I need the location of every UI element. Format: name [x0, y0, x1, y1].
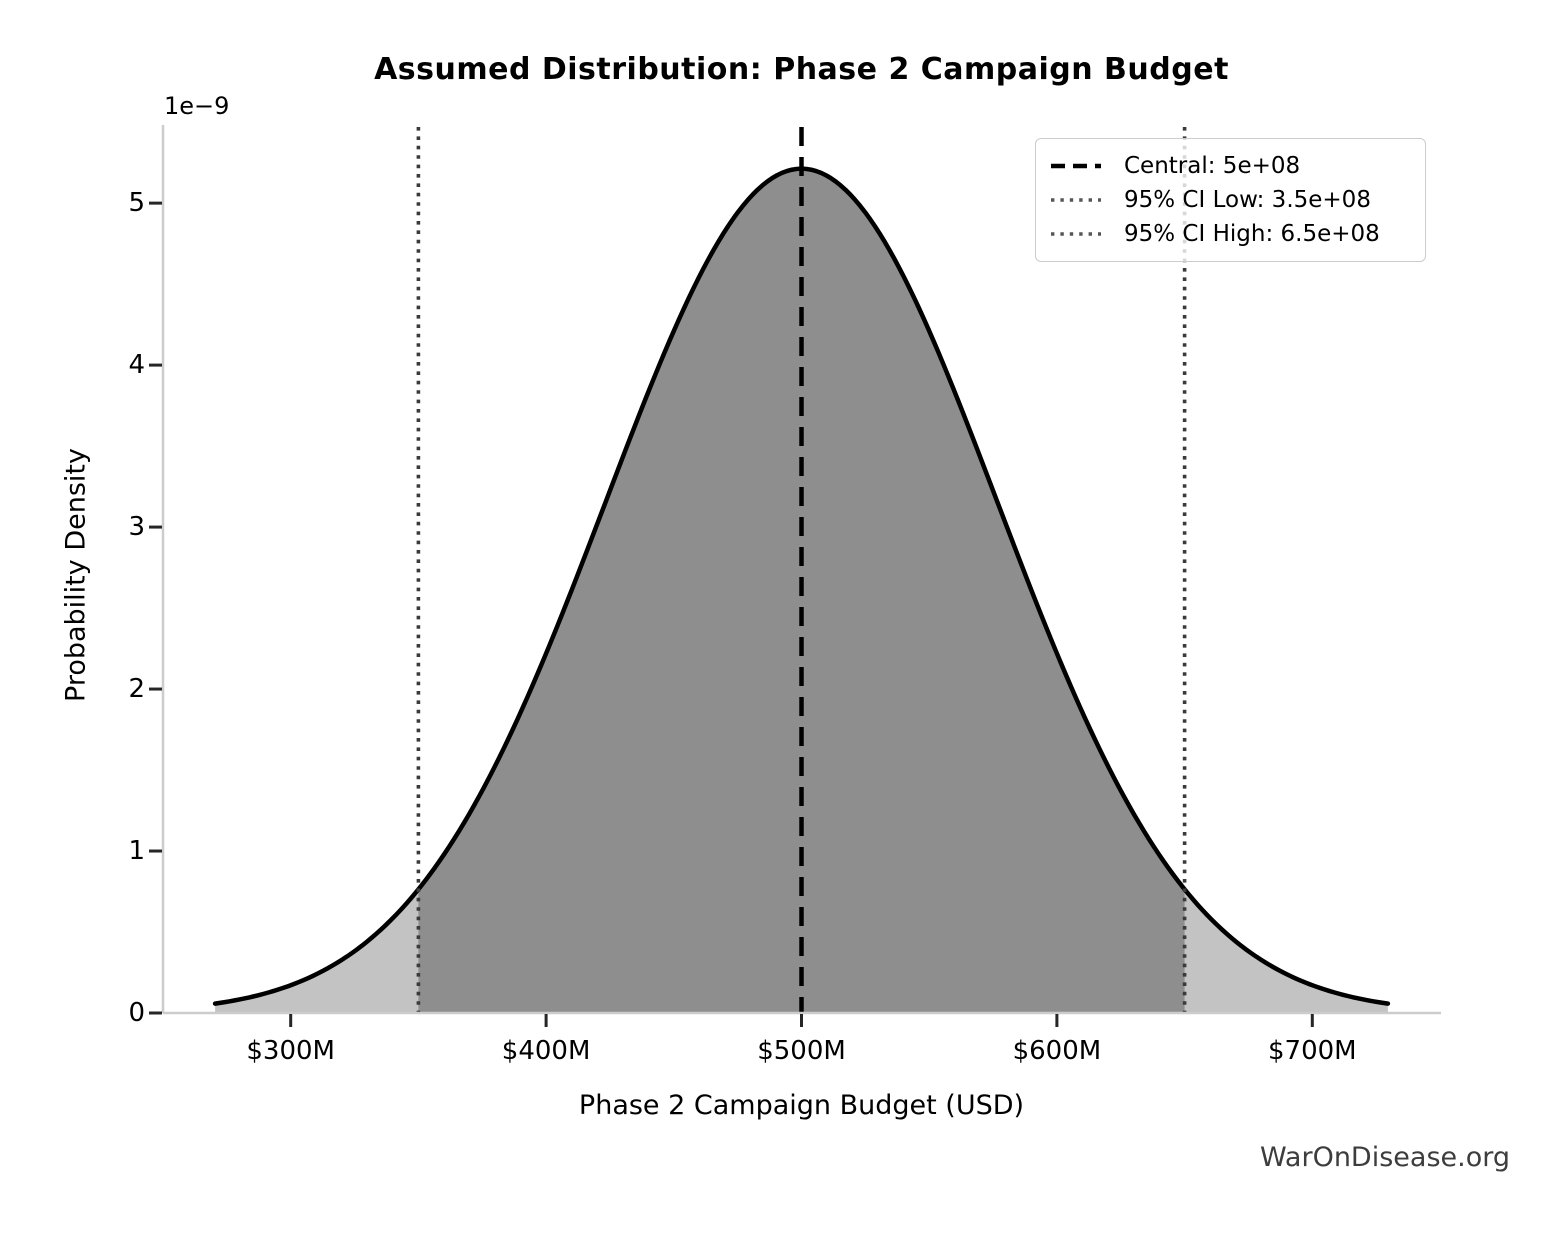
y-tick-label-4: 4 — [128, 350, 145, 380]
dotted-line-sample-icon — [1051, 232, 1101, 236]
y-axis-label: Probability Density — [60, 448, 92, 702]
x-axis-label: Phase 2 Campaign Budget (USD) — [578, 1090, 1025, 1121]
legend-label-ci-high: 95% CI High: 6.5e+08 — [1124, 221, 1380, 247]
legend-label-central: Central: 5e+08 — [1124, 153, 1301, 179]
y-tick-label-5: 5 — [128, 188, 145, 218]
y-tick-label-2: 2 — [128, 674, 145, 704]
x-tick-label-300m: $300M — [246, 1036, 335, 1066]
legend-entry-ci-high: 95% CI High: 6.5e+08 — [1050, 217, 1411, 251]
dashed-line-sample-icon — [1051, 163, 1101, 169]
legend-label-ci-low: 95% CI Low: 3.5e+08 — [1124, 187, 1371, 213]
x-tick-label-600m: $600M — [1012, 1036, 1102, 1066]
legend-entry-central: Central: 5e+08 — [1050, 149, 1411, 183]
y-tick-label-3: 3 — [128, 512, 145, 542]
y-tick-label-1: 1 — [128, 836, 145, 866]
dotted-line-sample-icon — [1051, 198, 1101, 202]
watermark: WarOnDisease.org — [1259, 1142, 1510, 1173]
y-axis-offset-label: 1e−9 — [164, 92, 230, 120]
x-tick-label-500m: $500M — [757, 1036, 846, 1066]
y-tick-label-0: 0 — [128, 998, 145, 1028]
legend: Central: 5e+08 95% CI Low: 3.5e+08 95% C… — [1035, 138, 1426, 262]
legend-entry-ci-low: 95% CI Low: 3.5e+08 — [1050, 183, 1411, 217]
x-tick-label-700m: $700M — [1267, 1036, 1357, 1066]
x-tick-label-400m: $400M — [501, 1036, 591, 1066]
chart-title: Assumed Distribution: Phase 2 Campaign B… — [374, 52, 1229, 87]
